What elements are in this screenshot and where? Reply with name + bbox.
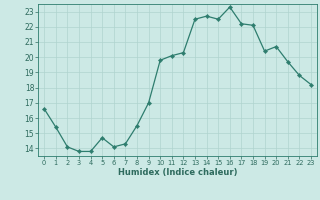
X-axis label: Humidex (Indice chaleur): Humidex (Indice chaleur) xyxy=(118,168,237,177)
